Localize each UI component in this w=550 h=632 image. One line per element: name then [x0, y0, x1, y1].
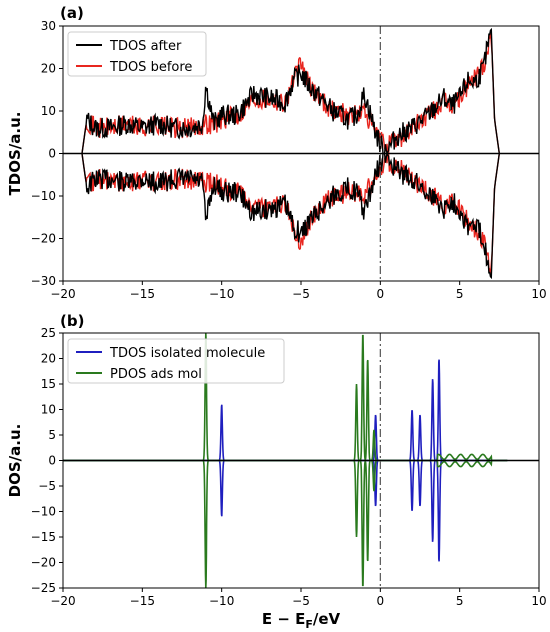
- x-tick-label: −10: [209, 287, 234, 301]
- x-axis-title-unit: /eV: [313, 610, 341, 628]
- x-axis-title-main: E − E: [262, 610, 306, 628]
- x-tick-label: 10: [531, 594, 546, 608]
- y-tick-label: 10: [41, 104, 56, 118]
- series-line-up: [81, 27, 500, 156]
- panel-a-y-axis-title: TDOS/a.u.: [6, 112, 24, 196]
- panel-b-x-axis-title: E − EF/eV: [262, 610, 341, 631]
- x-tick-label: 0: [377, 287, 385, 301]
- y-tick-label: 20: [41, 352, 56, 366]
- panel-b: −20 −15 −10 −5 0 5 10 2520151050−5−10−15−20−25…: [6, 312, 547, 631]
- y-tick-label: −20: [31, 556, 56, 570]
- y-tick-label: 0: [48, 147, 56, 161]
- x-tick-label: 5: [456, 594, 464, 608]
- panel-b-y-axis-title: DOS/a.u.: [6, 424, 24, 498]
- y-tick-label: 15: [41, 377, 56, 391]
- x-tick-label: −15: [130, 594, 155, 608]
- x-tick-label: −15: [130, 287, 155, 301]
- x-tick-label: −20: [50, 287, 75, 301]
- y-tick-label: −10: [31, 505, 56, 519]
- x-tick-label: 5: [456, 287, 464, 301]
- legend-entry: TDOS after: [109, 39, 182, 54]
- y-tick-label: −20: [31, 232, 56, 246]
- y-tick-label: −30: [31, 274, 56, 288]
- y-tick-label: 25: [41, 326, 56, 340]
- panel-a-series: [81, 27, 500, 280]
- panel-a-legend: TDOS after TDOS before: [67, 31, 207, 77]
- panel-b-y-ticks: 25 20 15 10 5 0 −5 −10 −15 −20 −25: [31, 326, 63, 595]
- y-tick-label: 10: [41, 403, 56, 417]
- legend-entry: TDOS isolated molecule: [109, 346, 265, 361]
- series-line-down: [81, 151, 500, 280]
- legend-entry: PDOS ads mol: [110, 367, 202, 382]
- y-tick-label: −15: [31, 530, 56, 544]
- panel-a-y-ticks: 30 20 10 0 −10 −20 −30: [31, 19, 63, 288]
- x-tick-label: 10: [531, 287, 546, 301]
- panel-b-legend: TDOS isolated molecule PDOS ads mol: [67, 338, 285, 384]
- panel-a-label: (a): [60, 4, 84, 22]
- legend-box: [67, 338, 285, 384]
- legend-box: [67, 31, 207, 77]
- y-tick-label: 30: [41, 19, 56, 33]
- panel-b-label: (b): [60, 312, 84, 330]
- x-tick-label: −20: [50, 594, 75, 608]
- x-tick-label: −10: [209, 594, 234, 608]
- series-line-down: [63, 459, 508, 562]
- x-tick-label: −5: [292, 287, 310, 301]
- y-tick-label: −5: [38, 479, 56, 493]
- y-tick-label: −10: [31, 189, 56, 203]
- y-tick-label: 5: [48, 428, 56, 442]
- x-tick-label: −5: [292, 594, 310, 608]
- y-tick-label: −25: [31, 581, 56, 595]
- x-axis-title-subscript: F: [305, 618, 313, 631]
- panel-b-x-ticks: −20 −15 −10 −5 0 5 10: [50, 588, 547, 608]
- legend-entry: TDOS before: [109, 60, 192, 75]
- y-tick-label: 20: [41, 62, 56, 76]
- panel-a-x-ticks: −20 −15 −10 −5 0 5 10: [50, 281, 547, 301]
- x-tick-label: 0: [377, 594, 385, 608]
- y-tick-label: 0: [48, 454, 56, 468]
